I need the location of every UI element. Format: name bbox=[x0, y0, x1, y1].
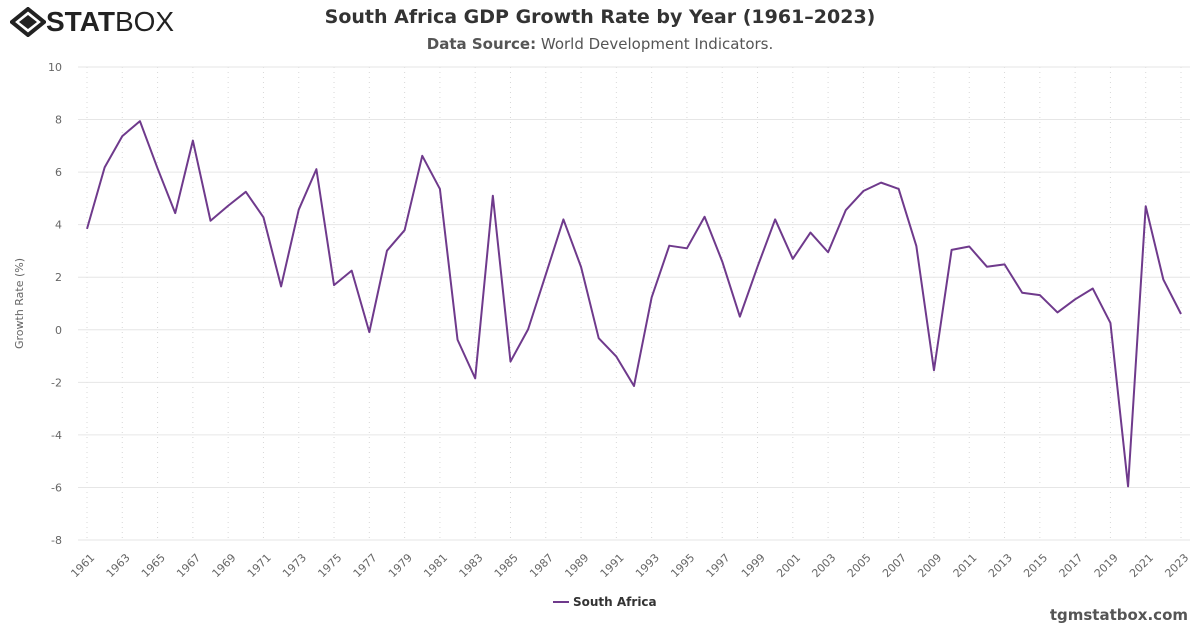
y-tick-label: 6 bbox=[55, 166, 62, 179]
x-tick-label: 2021 bbox=[1127, 551, 1156, 580]
source-label: Data Source: bbox=[426, 35, 537, 53]
x-tick-label: 1977 bbox=[351, 551, 380, 580]
x-tick-label: 1985 bbox=[492, 551, 521, 580]
series-line bbox=[86, 120, 1182, 488]
x-tick-label: 2011 bbox=[951, 551, 980, 580]
legend-item[interactable]: South Africa bbox=[573, 595, 657, 609]
y-tick-label: 4 bbox=[55, 219, 62, 232]
x-tick-label: 2015 bbox=[1021, 551, 1050, 580]
chart-title: South Africa GDP Growth Rate by Year (19… bbox=[324, 6, 876, 28]
logo-text-bold: STAT bbox=[46, 6, 115, 37]
x-tick-label: 1963 bbox=[104, 551, 133, 580]
y-tick-label: 0 bbox=[55, 324, 62, 337]
x-tick-label: 2003 bbox=[809, 551, 838, 580]
x-tick-label: 1973 bbox=[280, 551, 309, 580]
x-tick-label: 1969 bbox=[210, 551, 239, 580]
x-tick-label: 1971 bbox=[245, 551, 274, 580]
x-tick-label: 1967 bbox=[174, 551, 203, 580]
x-tick-label: 2009 bbox=[915, 551, 944, 580]
x-tick-label: 1975 bbox=[315, 551, 344, 580]
x-tick-label: 1989 bbox=[562, 551, 591, 580]
x-tick-label: 1961 bbox=[68, 551, 97, 580]
x-tick-label: 1997 bbox=[704, 551, 733, 580]
y-tick-label: -6 bbox=[51, 481, 62, 494]
y-tick-label: -8 bbox=[51, 534, 62, 547]
x-tick-label: 1979 bbox=[386, 551, 415, 580]
x-tick-label: 2019 bbox=[1092, 551, 1121, 580]
y-tick-label: 8 bbox=[55, 114, 62, 127]
x-tick-label: 1987 bbox=[527, 551, 556, 580]
y-tick-label: -4 bbox=[51, 429, 62, 442]
y-tick-label: -2 bbox=[51, 376, 62, 389]
x-tick-label: 2023 bbox=[1162, 551, 1191, 580]
x-tick-label: 1999 bbox=[739, 551, 768, 580]
y-axis-label: Growth Rate (%) bbox=[13, 258, 26, 349]
diamond-logo-icon bbox=[10, 7, 46, 37]
y-tick-label: 10 bbox=[48, 61, 62, 74]
x-tick-label: 2005 bbox=[845, 551, 874, 580]
x-tick-label: 1995 bbox=[668, 551, 697, 580]
x-tick-label: 2017 bbox=[1057, 551, 1086, 580]
x-tick-label: 1993 bbox=[633, 551, 662, 580]
x-tick-label: 1965 bbox=[139, 551, 168, 580]
x-tick-label: 2001 bbox=[774, 551, 803, 580]
y-tick-label: 2 bbox=[55, 271, 62, 284]
x-tick-label: 1991 bbox=[598, 551, 627, 580]
statbox-logo: STAT BOX bbox=[10, 6, 174, 38]
chart-subtitle: Data Source: World Development Indicator… bbox=[0, 35, 1200, 53]
x-tick-label: 1981 bbox=[421, 551, 450, 580]
logo-text-thin: BOX bbox=[114, 6, 175, 37]
x-tick-label: 2013 bbox=[986, 551, 1015, 580]
watermark: tgmstatbox.com bbox=[1049, 606, 1188, 624]
x-tick-label: 1983 bbox=[457, 551, 486, 580]
x-tick-label: 2007 bbox=[880, 551, 909, 580]
source-text: World Development Indicators. bbox=[540, 35, 774, 53]
